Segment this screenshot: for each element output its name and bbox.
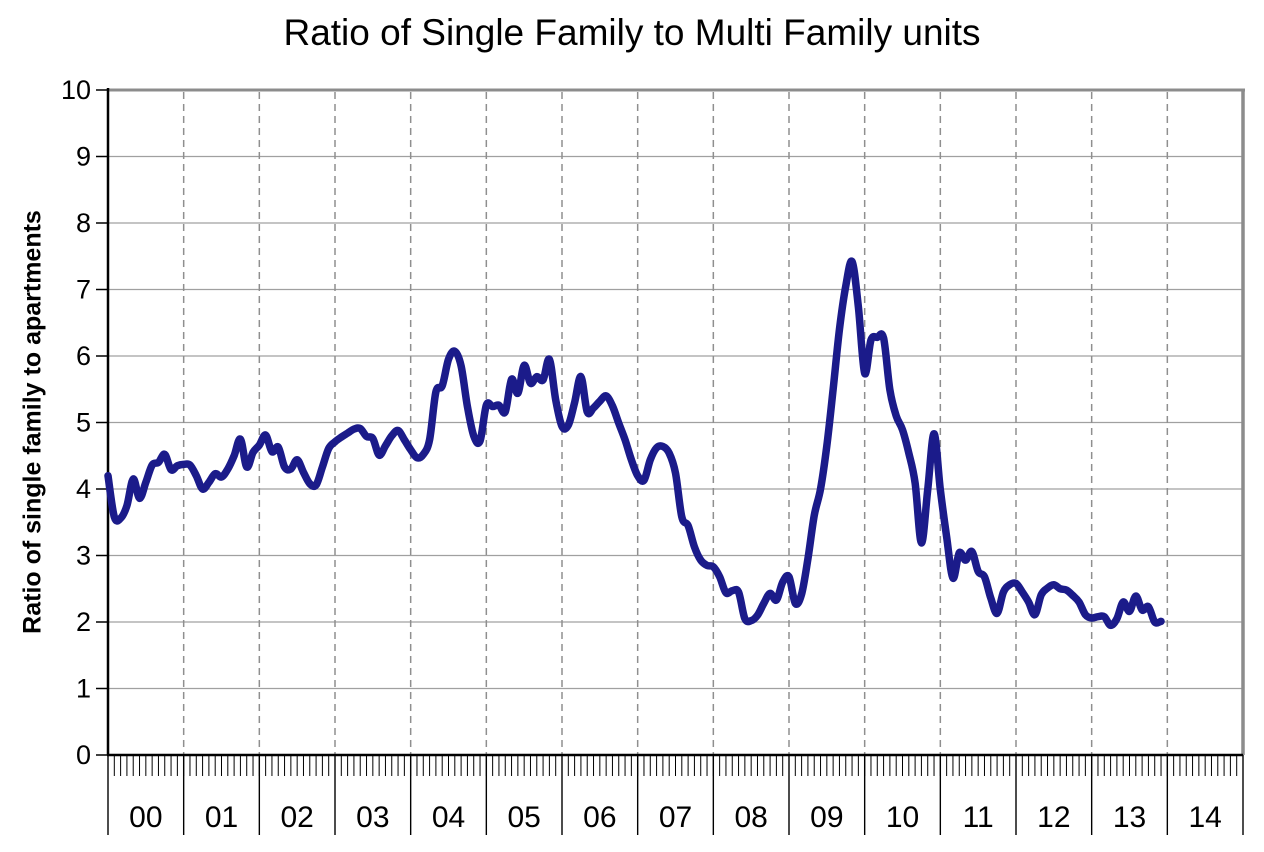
y-axis-title: Ratio of single family to apartments xyxy=(18,210,47,634)
x-tick-label: 08 xyxy=(734,801,767,834)
x-tick-label: 09 xyxy=(810,801,843,834)
x-tick-label: 02 xyxy=(280,801,313,834)
x-tick-label: 06 xyxy=(583,801,616,834)
series-line xyxy=(104,257,1165,630)
plot-border xyxy=(108,88,1245,755)
x-minor-ticks xyxy=(107,755,1244,776)
horizontal-gridlines xyxy=(108,155,1243,690)
y-tick-label: 2 xyxy=(76,607,91,637)
y-tick-label: 1 xyxy=(76,674,91,704)
x-tick-label: 12 xyxy=(1037,801,1070,834)
series xyxy=(104,257,1165,630)
y-tick-label: 7 xyxy=(76,275,91,305)
x-tick-label: 05 xyxy=(507,801,540,834)
y-tick-label: 9 xyxy=(76,142,91,172)
x-year-separators xyxy=(107,755,1244,835)
x-tick-label: 04 xyxy=(432,801,465,834)
y-tick-label: 4 xyxy=(76,474,91,504)
y-tick-label: 3 xyxy=(76,541,91,571)
x-tick-label: 01 xyxy=(205,801,238,834)
y-tick-label: 8 xyxy=(76,208,91,238)
y-tick-label: 6 xyxy=(76,341,91,371)
y-tick-labels: 0 1 2 3 4 5 6 7 8 9 10 xyxy=(61,75,91,770)
x-tick-labels: 00 01 02 03 04 05 06 07 08 09 10 11 12 13 14 xyxy=(129,801,1222,834)
x-tick-label: 10 xyxy=(886,801,919,834)
chart-title: Ratio of Single Family to Multi Family u… xyxy=(283,12,981,53)
x-tick-label: 13 xyxy=(1113,801,1146,834)
x-tick-label: 03 xyxy=(356,801,389,834)
x-tick-label: 00 xyxy=(129,801,162,834)
x-tick-label: 07 xyxy=(659,801,692,834)
y-tick-label: 5 xyxy=(76,408,91,438)
axes xyxy=(106,88,1243,757)
vertical-year-gridlines xyxy=(182,92,1169,755)
x-tick-label: 14 xyxy=(1188,801,1221,834)
y-tick-label: 0 xyxy=(76,740,91,770)
x-tick-label: 11 xyxy=(963,801,994,834)
y-tick-label: 10 xyxy=(61,75,91,105)
y-ticks xyxy=(96,89,108,756)
